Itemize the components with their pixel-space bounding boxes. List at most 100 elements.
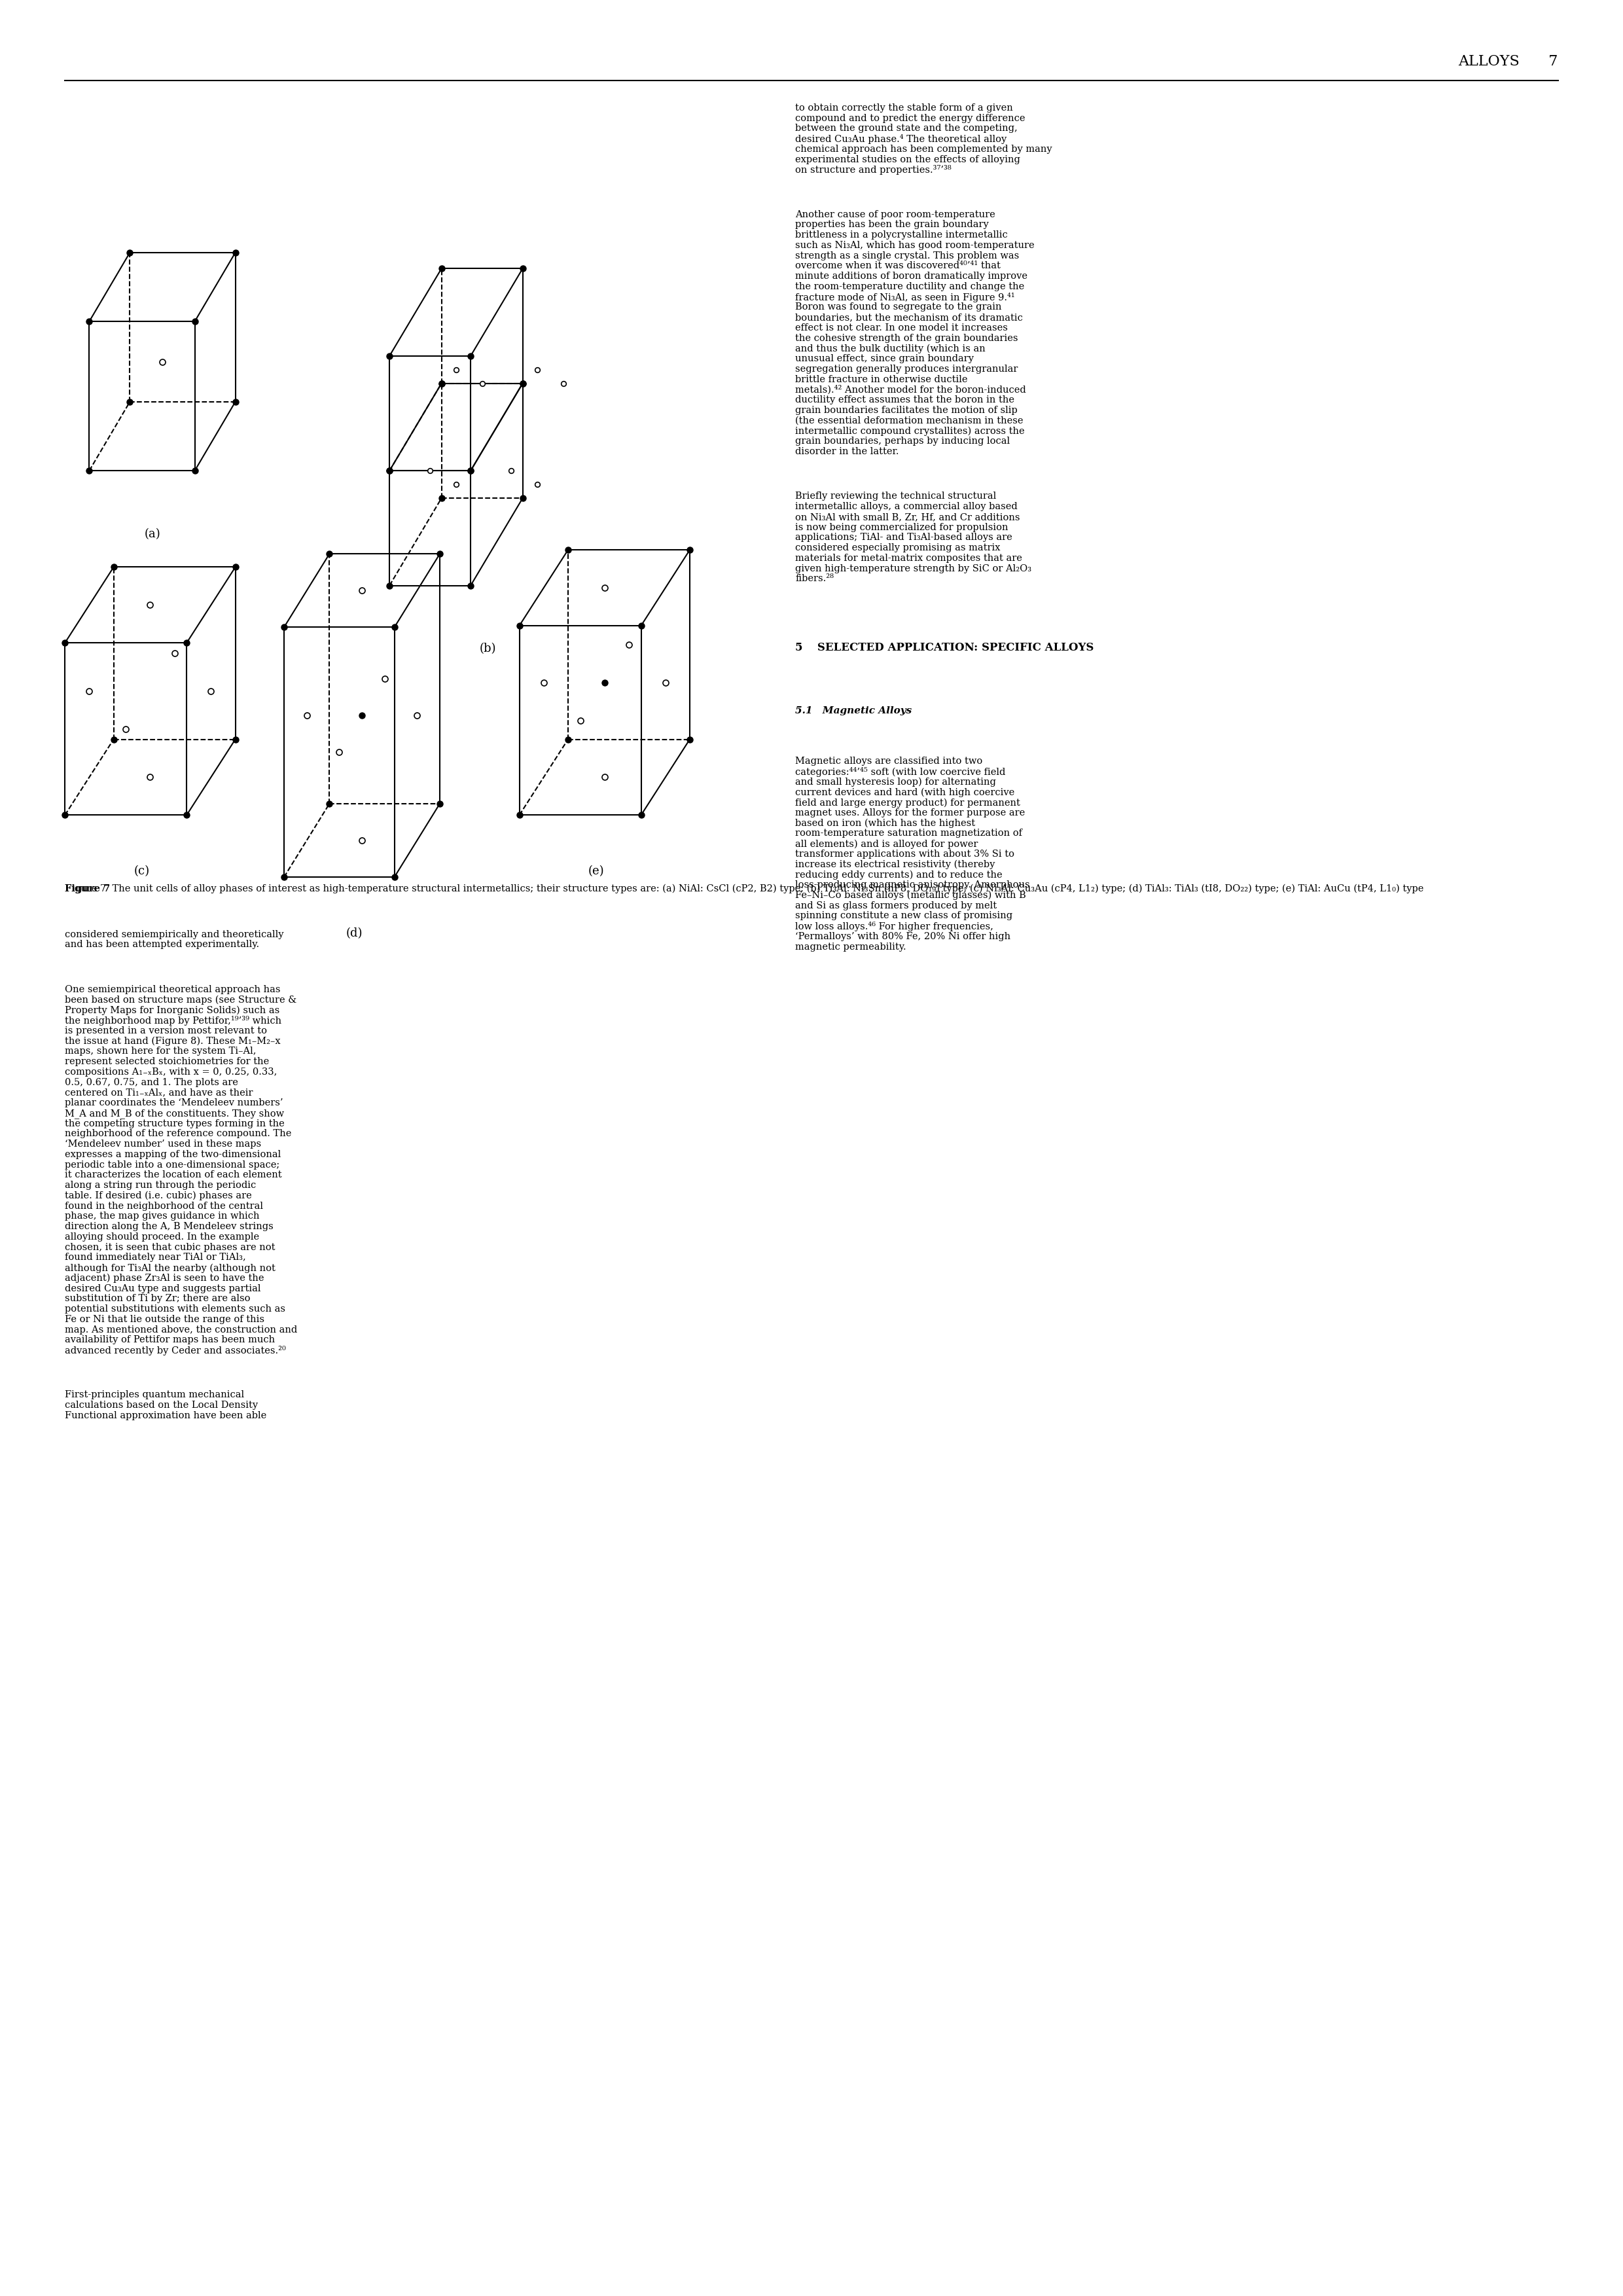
Text: to obtain correctly the stable form of a given: to obtain correctly the stable form of a… <box>795 103 1013 113</box>
Text: current devices and hard (with high coercive: current devices and hard (with high coer… <box>795 788 1014 797</box>
Text: low loss alloys.⁴⁶ For higher frequencies,: low loss alloys.⁴⁶ For higher frequencie… <box>795 921 993 932</box>
Text: categories:⁴⁴’⁴⁵ soft (with low coercive field: categories:⁴⁴’⁴⁵ soft (with low coercive… <box>795 767 1006 776</box>
Text: and small hysteresis loop) for alternating: and small hysteresis loop) for alternati… <box>795 778 997 788</box>
Text: Figure 7  The unit cells of alloy phases of interest as high-temperature structu: Figure 7 The unit cells of alloy phases … <box>65 884 1423 893</box>
Text: grain boundaries facilitates the motion of slip: grain boundaries facilitates the motion … <box>795 406 1018 416</box>
Text: considered especially promising as matrix: considered especially promising as matri… <box>795 544 1000 553</box>
Text: considered semiempirically and theoretically: considered semiempirically and theoretic… <box>65 930 284 939</box>
Text: and has been attempted experimentally.: and has been attempted experimentally. <box>65 939 260 948</box>
Text: intermetallic compound crystallites) across the: intermetallic compound crystallites) acr… <box>795 427 1024 436</box>
Text: the cohesive strength of the grain boundaries: the cohesive strength of the grain bound… <box>795 333 1018 342</box>
Text: the room-temperature ductility and change the: the room-temperature ductility and chang… <box>795 282 1024 292</box>
Text: Briefly reviewing the technical structural: Briefly reviewing the technical structur… <box>795 491 997 501</box>
Text: Boron was found to segregate to the grain: Boron was found to segregate to the grai… <box>795 303 1001 312</box>
Text: desired Cu₃Au phase.⁴ The theoretical alloy: desired Cu₃Au phase.⁴ The theoretical al… <box>795 133 1006 145</box>
Text: magnet uses. Alloys for the former purpose are: magnet uses. Alloys for the former purpo… <box>795 808 1026 817</box>
Text: direction along the A, B Mendeleev strings: direction along the A, B Mendeleev strin… <box>65 1221 274 1231</box>
Text: the issue at hand (Figure 8). These M₁–M₂–x: the issue at hand (Figure 8). These M₁–M… <box>65 1035 281 1047</box>
Text: chosen, it is seen that cubic phases are not: chosen, it is seen that cubic phases are… <box>65 1242 276 1251</box>
Text: 5.1 Magnetic Alloys: 5.1 Magnetic Alloys <box>795 707 912 716</box>
Text: between the ground state and the competing,: between the ground state and the competi… <box>795 124 1018 133</box>
Text: maps, shown here for the system Ti–Al,: maps, shown here for the system Ti–Al, <box>65 1047 256 1056</box>
Text: and thus the bulk ductility (which is an: and thus the bulk ductility (which is an <box>795 344 985 354</box>
Text: periodic table into a one-dimensional space;: periodic table into a one-dimensional sp… <box>65 1159 279 1169</box>
Text: brittleness in a polycrystalline intermetallic: brittleness in a polycrystalline interme… <box>795 230 1008 239</box>
Text: magnetic permeability.: magnetic permeability. <box>795 941 906 951</box>
Text: (e): (e) <box>589 866 604 877</box>
Text: boundaries, but the mechanism of its dramatic: boundaries, but the mechanism of its dra… <box>795 312 1022 321</box>
Text: such as Ni₃Al, which has good room-temperature: such as Ni₃Al, which has good room-tempe… <box>795 241 1034 250</box>
Text: One semiempirical theoretical approach has: One semiempirical theoretical approach h… <box>65 985 281 994</box>
Text: along a string run through the periodic: along a string run through the periodic <box>65 1180 256 1189</box>
Text: loss-producing magnetic anisotropy. Amorphous: loss-producing magnetic anisotropy. Amor… <box>795 879 1031 889</box>
Text: 5  SELECTED APPLICATION: SPECIFIC ALLOYS: 5 SELECTED APPLICATION: SPECIFIC ALLOYS <box>795 643 1094 652</box>
Text: properties has been the grain boundary: properties has been the grain boundary <box>795 220 988 230</box>
Text: although for Ti₃Al the nearby (although not: although for Ti₃Al the nearby (although … <box>65 1263 276 1272</box>
Text: grain boundaries, perhaps by inducing local: grain boundaries, perhaps by inducing lo… <box>795 436 1010 445</box>
Text: unusual effect, since grain boundary: unusual effect, since grain boundary <box>795 354 974 363</box>
Text: experimental studies on the effects of alloying: experimental studies on the effects of a… <box>795 154 1021 163</box>
Text: calculations based on the Local Density: calculations based on the Local Density <box>65 1401 258 1410</box>
Text: table. If desired (i.e. cubic) phases are: table. If desired (i.e. cubic) phases ar… <box>65 1192 252 1201</box>
Text: represent selected stoichiometries for the: represent selected stoichiometries for t… <box>65 1056 269 1065</box>
Text: metals).⁴² Another model for the boron-induced: metals).⁴² Another model for the boron-i… <box>795 386 1026 395</box>
Text: reducing eddy currents) and to reduce the: reducing eddy currents) and to reduce th… <box>795 870 1003 879</box>
Text: chemical approach has been complemented by many: chemical approach has been complemented … <box>795 145 1052 154</box>
Text: room-temperature saturation magnetization of: room-temperature saturation magnetizatio… <box>795 829 1022 838</box>
Text: (d): (d) <box>346 928 362 939</box>
Text: materials for metal-matrix composites that are: materials for metal-matrix composites th… <box>795 553 1022 563</box>
Text: (b): (b) <box>480 643 497 654</box>
Text: given high-temperature strength by SiC or Al₂O₃: given high-temperature strength by SiC o… <box>795 565 1032 574</box>
Text: desired Cu₃Au type and suggests partial: desired Cu₃Au type and suggests partial <box>65 1283 261 1293</box>
Text: M_A and M_B of the constituents. They show: M_A and M_B of the constituents. They sh… <box>65 1109 284 1118</box>
Text: minute additions of boron dramatically improve: minute additions of boron dramatically i… <box>795 271 1027 280</box>
Text: transformer applications with about 3% Si to: transformer applications with about 3% S… <box>795 850 1014 859</box>
Text: (a): (a) <box>144 528 161 540</box>
Text: ‘Mendeleev number’ used in these maps: ‘Mendeleev number’ used in these maps <box>65 1139 261 1148</box>
Text: ALLOYS  7: ALLOYS 7 <box>1459 55 1558 69</box>
Text: on Ni₃Al with small B, Zr, Hf, and Cr additions: on Ni₃Al with small B, Zr, Hf, and Cr ad… <box>795 512 1021 521</box>
Text: phase, the map gives guidance in which: phase, the map gives guidance in which <box>65 1212 260 1221</box>
Text: fibers.²⁸: fibers.²⁸ <box>795 574 834 583</box>
Text: (the essential deformation mechanism in these: (the essential deformation mechanism in … <box>795 416 1024 425</box>
Text: compositions A₁₋ₓBₓ, with x = 0, 0.25, 0.33,: compositions A₁₋ₓBₓ, with x = 0, 0.25, 0… <box>65 1068 278 1077</box>
Text: Functional approximation have been able: Functional approximation have been able <box>65 1412 266 1421</box>
Text: substitution of Ti by Zr; there are also: substitution of Ti by Zr; there are also <box>65 1295 250 1304</box>
Text: all elements) and is alloyed for power: all elements) and is alloyed for power <box>795 840 979 850</box>
Text: alloying should proceed. In the example: alloying should proceed. In the example <box>65 1233 260 1242</box>
Text: ‘Permalloys’ with 80% Fe, 20% Ni offer high: ‘Permalloys’ with 80% Fe, 20% Ni offer h… <box>795 932 1011 941</box>
Text: ductility effect assumes that the boron in the: ductility effect assumes that the boron … <box>795 395 1014 404</box>
Text: been based on structure maps (see Structure &: been based on structure maps (see Struct… <box>65 994 297 1006</box>
Text: fracture mode of Ni₃Al, as seen in Figure 9.⁴¹: fracture mode of Ni₃Al, as seen in Figur… <box>795 292 1014 303</box>
Text: Fe or Ni that lie outside the range of this: Fe or Ni that lie outside the range of t… <box>65 1316 265 1325</box>
Text: availability of Pettifor maps has been much: availability of Pettifor maps has been m… <box>65 1336 274 1345</box>
Text: compound and to predict the energy difference: compound and to predict the energy diffe… <box>795 113 1026 122</box>
Text: based on iron (which has the highest: based on iron (which has the highest <box>795 820 975 829</box>
Text: strength as a single crystal. This problem was: strength as a single crystal. This probl… <box>795 250 1019 259</box>
Text: Fe–Ni–Co based alloys (metallic glasses) with B: Fe–Ni–Co based alloys (metallic glasses)… <box>795 891 1026 900</box>
Text: overcome when it was discovered⁴⁰’⁴¹ that: overcome when it was discovered⁴⁰’⁴¹ tha… <box>795 262 1001 271</box>
Text: is now being commercialized for propulsion: is now being commercialized for propulsi… <box>795 523 1008 533</box>
Text: Figure 7: Figure 7 <box>65 884 110 893</box>
Text: potential substitutions with elements such as: potential substitutions with elements su… <box>65 1304 286 1313</box>
Text: brittle fracture in otherwise ductile: brittle fracture in otherwise ductile <box>795 374 967 383</box>
Text: segregation generally produces intergranular: segregation generally produces intergran… <box>795 365 1018 374</box>
Text: planar coordinates the ‘Mendeleev numbers’: planar coordinates the ‘Mendeleev number… <box>65 1097 282 1107</box>
Text: 0.5, 0.67, 0.75, and 1. The plots are: 0.5, 0.67, 0.75, and 1. The plots are <box>65 1077 239 1086</box>
Text: effect is not clear. In one model it increases: effect is not clear. In one model it inc… <box>795 324 1008 333</box>
Text: spinning constitute a new class of promising: spinning constitute a new class of promi… <box>795 912 1013 921</box>
Text: the neighborhood map by Pettifor,¹⁹’³⁹ which: the neighborhood map by Pettifor,¹⁹’³⁹ w… <box>65 1015 282 1026</box>
Text: disorder in the latter.: disorder in the latter. <box>795 448 899 457</box>
Text: increase its electrical resistivity (thereby: increase its electrical resistivity (the… <box>795 859 995 870</box>
Text: advanced recently by Ceder and associates.²⁰: advanced recently by Ceder and associate… <box>65 1345 286 1355</box>
Text: found immediately near TiAl or TiAl₃,: found immediately near TiAl or TiAl₃, <box>65 1254 247 1263</box>
Text: (c): (c) <box>135 866 149 877</box>
Text: on structure and properties.³⁷’³⁸: on structure and properties.³⁷’³⁸ <box>795 165 951 174</box>
Text: the competing structure types forming in the: the competing structure types forming in… <box>65 1118 284 1127</box>
Text: field and large energy product) for permanent: field and large energy product) for perm… <box>795 799 1021 808</box>
Text: centered on Ti₁₋ₓAlₓ, and have as their: centered on Ti₁₋ₓAlₓ, and have as their <box>65 1088 253 1097</box>
Text: First-principles quantum mechanical: First-principles quantum mechanical <box>65 1391 245 1401</box>
Text: expresses a mapping of the two-dimensional: expresses a mapping of the two-dimension… <box>65 1150 281 1159</box>
Text: Magnetic alloys are classified into two: Magnetic alloys are classified into two <box>795 758 982 767</box>
Text: found in the neighborhood of the central: found in the neighborhood of the central <box>65 1201 263 1210</box>
